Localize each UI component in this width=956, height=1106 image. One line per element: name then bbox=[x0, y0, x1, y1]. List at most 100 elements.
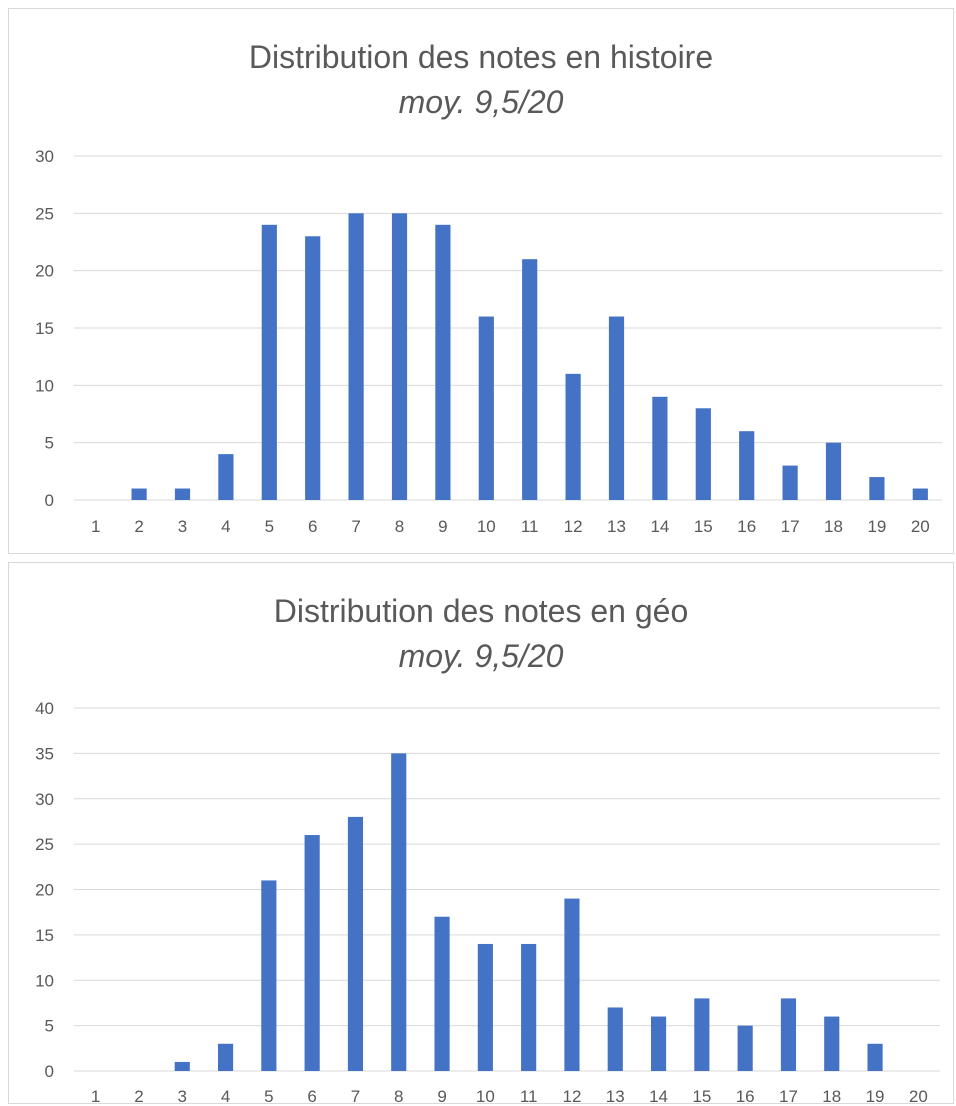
x-tick-label: 20 bbox=[911, 517, 930, 536]
bar bbox=[261, 224, 277, 501]
bar bbox=[391, 213, 408, 501]
x-tick-label: 15 bbox=[692, 1087, 711, 1103]
bar bbox=[652, 396, 668, 500]
x-tick-label: 15 bbox=[694, 517, 713, 536]
y-tick-label: 0 bbox=[45, 1062, 54, 1081]
bar bbox=[131, 488, 147, 500]
bar bbox=[607, 1007, 623, 1071]
bar bbox=[869, 477, 885, 500]
x-tick-label: 12 bbox=[562, 1087, 581, 1103]
x-tick-label: 4 bbox=[221, 1087, 230, 1103]
y-tick-label: 20 bbox=[35, 262, 54, 281]
x-tick-label: 8 bbox=[395, 517, 404, 536]
x-tick-label: 7 bbox=[351, 1087, 360, 1103]
x-tick-label: 18 bbox=[822, 1087, 841, 1103]
y-tick-label: 25 bbox=[35, 835, 54, 854]
y-tick-label: 20 bbox=[35, 881, 54, 900]
x-tick-label: 1 bbox=[91, 517, 100, 536]
bar bbox=[435, 224, 451, 501]
chart-title: Distribution des notes en géo bbox=[273, 593, 689, 629]
bar bbox=[521, 943, 537, 1071]
chart-subtitle: moy. 9,5/20 bbox=[398, 638, 564, 674]
bar bbox=[739, 431, 755, 500]
x-tick-label: 19 bbox=[866, 1087, 885, 1103]
bar bbox=[174, 1061, 190, 1071]
bar bbox=[608, 316, 625, 500]
x-tick-label: 9 bbox=[438, 517, 447, 536]
x-tick-label: 17 bbox=[781, 517, 800, 536]
bar bbox=[434, 916, 450, 1071]
x-tick-label: 18 bbox=[824, 517, 843, 536]
y-tick-label: 5 bbox=[45, 1017, 54, 1036]
chart-histoire: Distribution des notes en histoire moy. … bbox=[8, 8, 954, 554]
bar bbox=[782, 465, 798, 500]
bar bbox=[391, 753, 407, 1071]
bar bbox=[564, 898, 580, 1071]
x-tick-label: 6 bbox=[308, 517, 317, 536]
bar bbox=[477, 943, 493, 1071]
y-tick-label: 25 bbox=[35, 204, 54, 223]
bar bbox=[737, 1025, 753, 1071]
bar bbox=[348, 213, 364, 501]
y-tick-label: 30 bbox=[35, 147, 54, 166]
x-tick-label: 6 bbox=[307, 1087, 316, 1103]
y-tick-label: 35 bbox=[35, 744, 54, 763]
bar bbox=[217, 1043, 234, 1071]
y-tick-label: 0 bbox=[45, 491, 54, 510]
x-tick-label: 11 bbox=[520, 1087, 538, 1103]
bar bbox=[522, 259, 538, 500]
x-tick-label: 16 bbox=[737, 517, 756, 536]
bar bbox=[565, 373, 581, 500]
bar bbox=[478, 316, 494, 500]
x-tick-label: 19 bbox=[867, 517, 886, 536]
x-tick-label: 7 bbox=[351, 517, 360, 536]
x-tick-label: 10 bbox=[476, 1087, 495, 1103]
x-tick-label: 5 bbox=[265, 517, 274, 536]
x-tick-label: 3 bbox=[178, 517, 187, 536]
bar bbox=[695, 408, 711, 500]
x-tick-label: 14 bbox=[649, 1087, 668, 1103]
y-tick-label: 5 bbox=[45, 434, 54, 453]
y-tick-label: 10 bbox=[35, 376, 54, 395]
bar bbox=[347, 816, 364, 1071]
chart-geo: Distribution des notes en géo moy. 9,5/2… bbox=[8, 562, 954, 1104]
x-tick-label: 14 bbox=[650, 517, 669, 536]
bar bbox=[824, 1016, 840, 1071]
bar bbox=[780, 998, 797, 1071]
y-tick-label: 40 bbox=[35, 699, 54, 718]
bar bbox=[825, 442, 842, 500]
bar bbox=[174, 488, 191, 500]
bar bbox=[305, 236, 321, 500]
bar bbox=[261, 880, 277, 1071]
x-tick-label: 1 bbox=[91, 1087, 100, 1103]
x-tick-label: 10 bbox=[477, 517, 496, 536]
x-tick-label: 20 bbox=[909, 1087, 928, 1103]
x-tick-label: 11 bbox=[521, 517, 539, 536]
y-tick-label: 30 bbox=[35, 790, 54, 809]
chart-title: Distribution des notes en histoire bbox=[248, 39, 714, 75]
bar bbox=[304, 835, 320, 1071]
x-tick-label: 4 bbox=[221, 517, 230, 536]
x-tick-label: 13 bbox=[607, 517, 626, 536]
x-tick-label: 17 bbox=[779, 1087, 798, 1103]
y-tick-label: 15 bbox=[35, 926, 54, 945]
bar bbox=[650, 1016, 667, 1071]
x-tick-label: 12 bbox=[564, 517, 583, 536]
x-tick-label: 8 bbox=[394, 1087, 403, 1103]
x-tick-label: 9 bbox=[437, 1087, 446, 1103]
x-tick-label: 2 bbox=[134, 517, 143, 536]
x-tick-label: 3 bbox=[178, 1087, 187, 1103]
bar bbox=[867, 1043, 883, 1071]
bar bbox=[912, 488, 928, 500]
y-tick-label: 10 bbox=[35, 971, 54, 990]
bar bbox=[694, 998, 710, 1071]
x-tick-label: 5 bbox=[264, 1087, 273, 1103]
x-tick-label: 13 bbox=[606, 1087, 625, 1103]
y-tick-label: 15 bbox=[35, 319, 54, 338]
bar bbox=[218, 454, 234, 500]
chart-subtitle: moy. 9,5/20 bbox=[398, 84, 564, 120]
x-tick-label: 16 bbox=[736, 1087, 755, 1103]
x-tick-label: 2 bbox=[134, 1087, 143, 1103]
